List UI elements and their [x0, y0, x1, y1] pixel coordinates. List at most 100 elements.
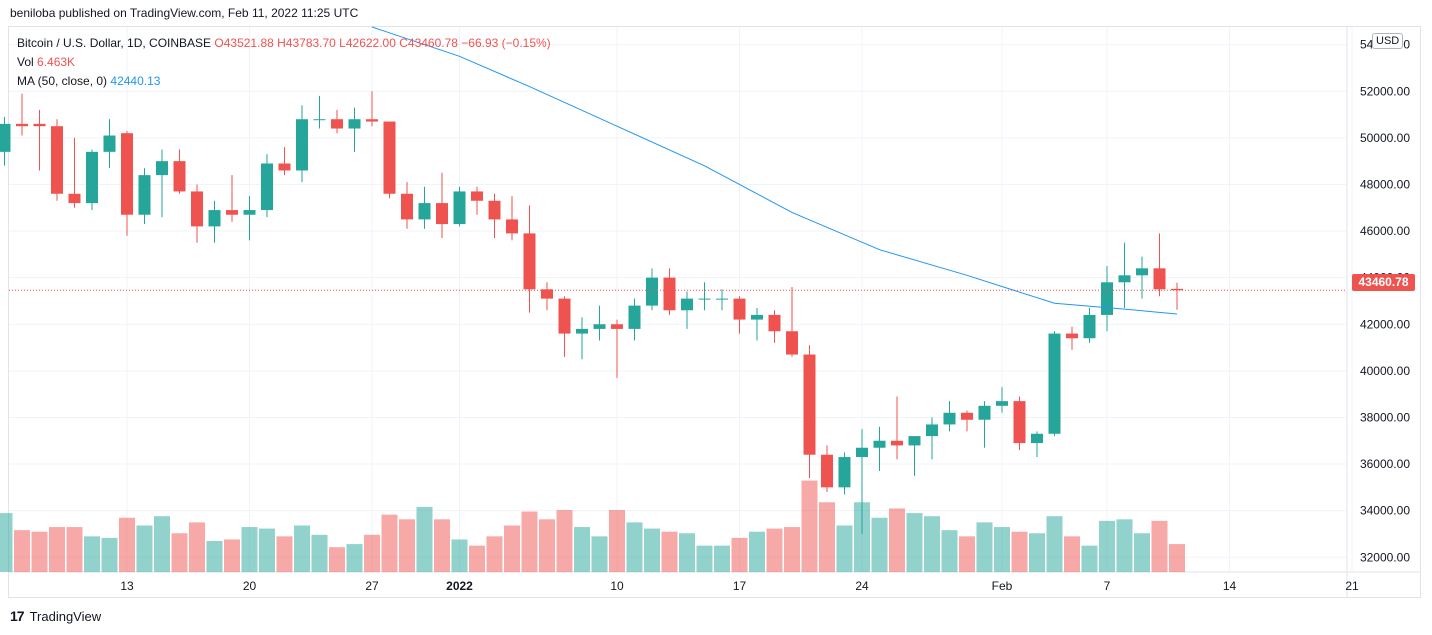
volume-bar [556, 510, 573, 572]
volume-bar [206, 541, 223, 572]
volume-bar [1064, 536, 1080, 572]
candle-body [0, 123, 11, 152]
candle [681, 291, 693, 329]
candle [663, 268, 676, 315]
x-tick-label: 17 [733, 579, 747, 593]
candle-body [1083, 314, 1096, 339]
candle [1171, 282, 1183, 310]
volume-bar [644, 528, 660, 572]
volume-bars [0, 480, 1185, 572]
candle-body [978, 405, 991, 420]
candle-body [331, 119, 343, 129]
volume-bar [994, 527, 1010, 572]
candle-body [418, 203, 431, 220]
chart-frame [8, 26, 1421, 598]
ma-value: 42440.13 [110, 74, 161, 88]
candle [191, 184, 203, 243]
candle-body [611, 324, 623, 329]
currency-badge[interactable]: USD [1372, 33, 1404, 49]
grid [9, 27, 1421, 598]
candle-body [208, 210, 221, 227]
candle [138, 168, 151, 225]
volume-bar [941, 530, 958, 572]
candle-body [1048, 333, 1061, 434]
candle [856, 429, 868, 534]
y-tick-label: 52000.00 [1360, 84, 1410, 98]
candle-body [1013, 401, 1026, 444]
candle [628, 298, 641, 341]
candle [733, 296, 746, 334]
candle [611, 319, 623, 378]
candle [593, 305, 606, 341]
candle-body [961, 412, 973, 420]
volume-bar [1081, 545, 1098, 572]
y-tick-label: 34000.00 [1360, 504, 1410, 518]
volume-bar [451, 539, 468, 572]
x-tick-label: 27 [365, 579, 379, 593]
candles [0, 91, 1183, 534]
volume-bar [661, 531, 678, 572]
volume-bar [906, 513, 923, 572]
volume-bar [1134, 533, 1150, 572]
candle-body [663, 277, 676, 311]
volume-bar [591, 536, 608, 572]
moving-average-line [9, 26, 1347, 315]
candle-body [383, 121, 396, 194]
candle [1153, 233, 1166, 297]
ohlc-values: O43521.88 H43783.70 L42622.00 C43460.78 … [214, 36, 551, 50]
volume-bar [259, 528, 275, 572]
volume-bar [364, 534, 380, 572]
candle-body [506, 219, 518, 234]
candle-body [436, 203, 448, 225]
volume-bar [189, 522, 205, 572]
candle-body [453, 191, 466, 225]
candle [156, 149, 168, 218]
candle-body [733, 298, 746, 320]
candle-body [488, 200, 501, 220]
candle-body [33, 123, 46, 127]
volume-bar [959, 536, 975, 572]
candle-body [1101, 282, 1113, 315]
candle [86, 149, 98, 211]
candle [243, 196, 256, 241]
volume-bar [154, 516, 170, 572]
candle-body [1171, 288, 1183, 291]
x-axis-labels: 13 20 27 2022 10 17 24 Feb 7 14 21 [120, 579, 1359, 593]
candle [873, 426, 886, 472]
candle-body [891, 440, 903, 446]
candle-body [121, 133, 133, 215]
candle [926, 417, 938, 460]
candle-body [803, 354, 816, 455]
volume-bar [714, 545, 730, 572]
candle [1013, 396, 1026, 451]
candle [646, 268, 658, 311]
candle [523, 205, 536, 313]
y-tick-label: 36000.00 [1360, 457, 1410, 471]
y-tick-label: 38000.00 [1360, 410, 1410, 424]
volume-bar [731, 537, 748, 572]
candle [401, 182, 413, 229]
y-tick-label: 48000.00 [1360, 177, 1410, 191]
candle [576, 317, 588, 360]
volume-bar [224, 539, 240, 572]
volume-bar [416, 506, 433, 572]
symbol-label: Bitcoin / U.S. Dollar, 1D, COINBASE [17, 36, 212, 50]
candle-body [908, 436, 921, 446]
candle [803, 345, 816, 479]
volume-bar [1046, 516, 1063, 572]
candle-body [856, 447, 868, 458]
candle [978, 401, 991, 448]
footer[interactable]: 17 TradingView [10, 608, 101, 624]
candle [698, 282, 711, 311]
candle [891, 396, 903, 460]
candlestick-chart[interactable]: 32000.00 34000.00 36000.00 38000.00 40000.00… [0, 0, 1432, 600]
candle [1031, 431, 1043, 458]
x-tick-label: 20 [243, 579, 257, 593]
candle-body [103, 135, 116, 152]
candle-body [401, 193, 413, 220]
volume-bar [1151, 520, 1168, 572]
volume-bar [119, 517, 135, 572]
candle [383, 121, 396, 199]
candle [33, 109, 46, 171]
candle [943, 401, 956, 432]
